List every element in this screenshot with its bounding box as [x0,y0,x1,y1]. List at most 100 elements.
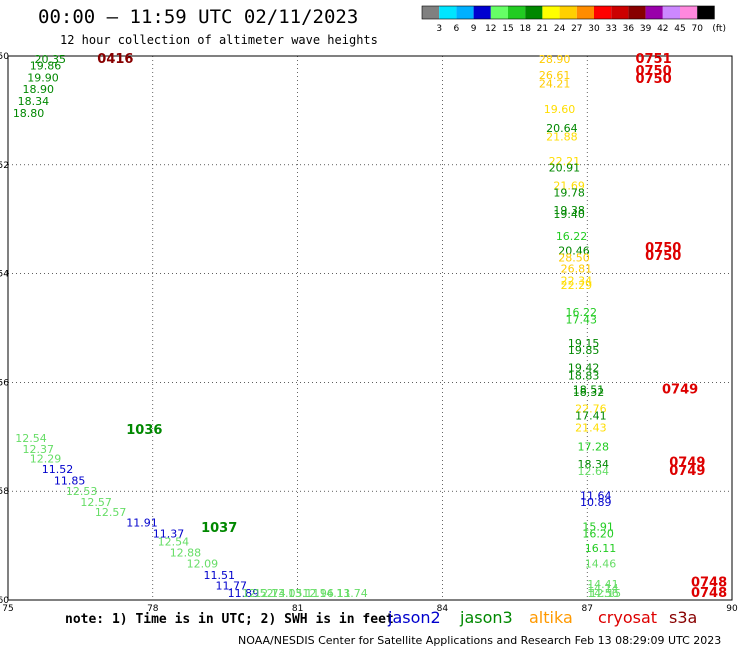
colorbar-tick-label: 70 [691,24,703,34]
swh-reading: 12.52 [242,587,273,600]
swh-reading: 13.11 [288,587,320,600]
colorbar-swatch [559,6,577,19]
plot-frame [7,55,733,601]
pass-time-label: 0750 [635,72,671,87]
swh-reading: 15.91 [582,520,614,533]
x-tick-label: 87 [581,604,592,614]
swh-reading: 17.28 [578,440,610,453]
pass-time-label: 1036 [126,423,162,438]
colorbar: 3 6 9 12 15 18 21 24 27 30 33 36 39 42 45 70 (ft) [421,5,726,34]
swh-reading: 14.14 [587,582,619,595]
colorbar-tick-label: 21 [537,24,548,34]
swh-reading: 16.22 [565,306,597,319]
swh-reading: 11.64 [580,489,612,502]
track-1037: 11.3712.5412.8812.0911.5111.7711.8912.52… [153,527,368,600]
colorbar-swatch [473,6,491,19]
colorbar-swatch [697,6,715,19]
colorbar-tick-label: 45 [674,24,685,34]
swh-reading: 12.64 [578,465,610,478]
swh-reading: 12.57 [95,506,127,519]
pass-time-label: 0751 [635,52,671,67]
swh-reading: 19.42 [568,362,600,375]
map-subtitle: 12 hour collection of altimeter wave hei… [60,33,378,47]
colorbar-swatch [662,6,680,19]
colorbar-swatch [508,6,526,19]
legend-item-s3a: s3a [669,608,698,627]
swh-reading: 17.43 [565,314,597,327]
y-tick-label: -52 [0,161,9,171]
colorbar-tick-label: 12 [485,24,496,34]
swh-reading: 11.52 [42,463,74,476]
colorbar-swatch [456,6,474,19]
y-tick-label: -54 [0,270,9,280]
legend-item-jason2: jason2 [388,608,441,627]
pass-time-label: 0749 [662,382,698,397]
swh-reading: 12.37 [22,443,54,456]
swh-reading: 26.81 [561,263,593,276]
pass-time-label: 0749 [669,456,705,471]
swh-reading: 26.61 [539,69,571,82]
swh-reading: 20.35 [35,53,66,66]
track-1036: 12.5412.3712.2911.5211.8512.5312.5712.57… [15,432,158,529]
swh-reading: 11.91 [126,517,157,530]
swh-reading: 19.15 [568,337,600,350]
swh-reading: 18.32 [573,386,605,399]
colorbar-swatch [422,6,440,19]
footer-note: note: 1) Time is in UTC; 2) SWH is in fe… [65,612,394,627]
footer-credit: NOAA/NESDIS Center for Satellite Applica… [238,634,722,647]
y-tick-label: -50 [0,52,9,62]
swh-reading: 12.88 [170,546,202,559]
colorbar-swatch [525,6,543,19]
colorbar-tick-label: 15 [502,24,513,34]
x-tick-label: 81 [292,604,303,614]
pass-time-label: 0748 [691,586,727,601]
swh-reading: 16.11 [585,542,617,555]
colorbar-tick-label: 39 [640,24,652,34]
colorbar-swatch [439,6,457,19]
swh-reading: 18.90 [22,83,54,96]
swh-reading: 11.89 [228,587,260,600]
swh-reading: 28.50 [558,252,590,265]
y-tick-label: -58 [0,487,9,497]
colorbar-swatch [594,6,612,19]
swh-reading: 19.78 [553,186,585,199]
legend-item-jason3: jason3 [460,608,513,627]
pass-time-label: 0749 [669,464,705,479]
swh-reading: 17.41 [575,409,607,422]
swh-reading: 13.74 [336,587,368,600]
pass-time-label: 0750 [645,249,681,264]
swh-reading: 16.20 [582,527,614,540]
swh-reading: 28.90 [539,53,571,66]
swh-reading: 11.51 [203,569,235,582]
x-tick-label: 90 [726,604,738,614]
swh-reading: 20.91 [549,161,581,174]
swh-reading: 21.69 [553,179,585,192]
swh-reading: 19.86 [30,60,62,73]
legend-item-altika: altika [529,608,573,627]
swh-reading: 21.88 [546,130,578,143]
swh-reading: 16.22 [556,230,588,243]
swh-reading: 12.29 [30,452,62,465]
swh-reading: 19.38 [553,204,585,217]
colorbar-tick-label: 9 [471,24,477,34]
swh-reading: 14.41 [587,578,619,591]
x-tick-label: 75 [2,604,13,614]
x-tick-label: 78 [147,604,159,614]
y-tick-label: -60 [0,596,9,606]
swh-reading: 19.40 [553,208,585,221]
colorbar-swatch [576,6,594,19]
map-title: 00:00 – 11:59 UTC 02/11/2023 [38,6,359,28]
swh-reading: 22.29 [561,279,593,292]
swh-reading: 12.53 [66,485,98,498]
swh-reading: 18.51 [573,383,605,396]
swh-reading: 18.83 [568,370,600,383]
colorbar-tick-label: 36 [623,24,635,34]
colorbar-swatch [542,6,560,19]
